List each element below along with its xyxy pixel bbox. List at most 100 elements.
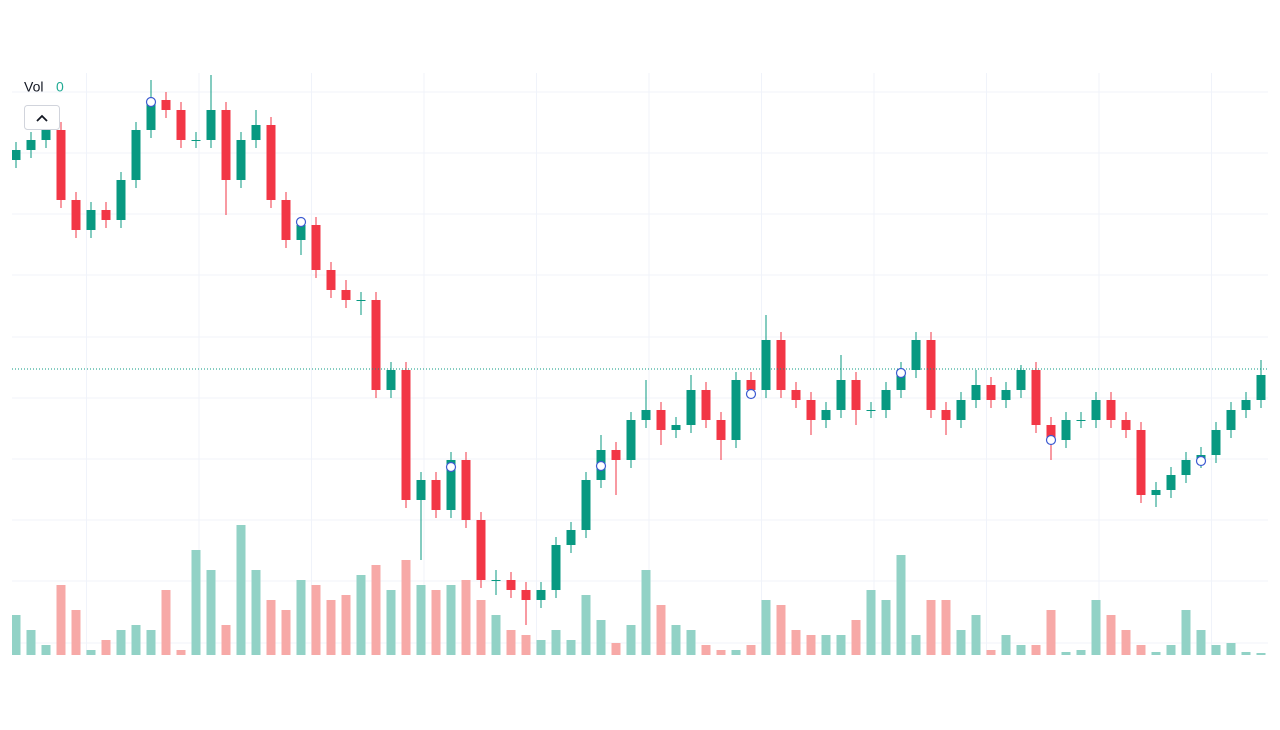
volume-bar xyxy=(101,640,111,655)
candle-body xyxy=(1031,370,1041,425)
volume-bar xyxy=(1256,653,1266,655)
volume-bar xyxy=(131,625,141,655)
marker xyxy=(1195,455,1207,467)
candle-body xyxy=(311,225,321,270)
candle-body xyxy=(731,380,741,440)
volume-bar xyxy=(566,640,576,655)
candle-body xyxy=(1046,425,1056,440)
volume-bar xyxy=(671,625,681,655)
candle-body xyxy=(161,100,171,110)
candle-body xyxy=(476,520,486,580)
candle-body xyxy=(341,290,351,300)
candle-body xyxy=(116,180,126,220)
volume-bar xyxy=(266,600,276,655)
candle-body xyxy=(806,400,816,420)
volume-bar xyxy=(26,630,36,655)
volume-bar xyxy=(836,635,846,655)
volume-bar xyxy=(356,575,366,655)
volume-bar xyxy=(1211,645,1221,655)
volume-bar xyxy=(1076,650,1086,655)
candle-body xyxy=(551,545,561,590)
volume-bar xyxy=(521,635,531,655)
candle-body xyxy=(866,410,876,411)
volume-bar xyxy=(701,645,711,655)
candle-body xyxy=(1256,375,1266,400)
volume-bar xyxy=(221,625,231,655)
volume-bar xyxy=(326,600,336,655)
volume-bar xyxy=(611,643,621,655)
candle-body xyxy=(281,200,291,240)
volume-bar xyxy=(506,630,516,655)
volume-bar xyxy=(581,595,591,655)
volume-bar xyxy=(1166,645,1176,655)
volume-bar xyxy=(1136,645,1146,655)
volume-bar xyxy=(341,595,351,655)
volume-bar xyxy=(41,645,51,655)
candle-body xyxy=(221,110,231,180)
candle-body xyxy=(371,300,381,390)
candle-body xyxy=(716,420,726,440)
volume-bar xyxy=(446,585,456,655)
volume-bar xyxy=(956,630,966,655)
volume-bar xyxy=(281,610,291,655)
volume-bar xyxy=(881,600,891,655)
volume-bar xyxy=(791,630,801,655)
candle-body xyxy=(356,300,366,301)
candle-body xyxy=(896,370,906,390)
legend-label: Vol xyxy=(24,79,43,95)
volume-bar xyxy=(1091,600,1101,655)
candle-body xyxy=(836,380,846,410)
volume-bar xyxy=(761,600,771,655)
volume-bar xyxy=(941,600,951,655)
candle-body xyxy=(416,480,426,500)
candle-body xyxy=(446,460,456,510)
volume-bar xyxy=(626,625,636,655)
marker xyxy=(295,216,307,228)
volume-bar xyxy=(551,630,561,655)
volume-bar xyxy=(491,615,501,655)
candle-body xyxy=(761,340,771,390)
marker xyxy=(895,367,907,379)
candle-body xyxy=(611,450,621,460)
candle-body xyxy=(746,380,756,390)
volume-bar xyxy=(1031,645,1041,655)
candle-body xyxy=(1001,390,1011,400)
volume-bar xyxy=(686,630,696,655)
candle-body xyxy=(131,130,141,180)
candle-body xyxy=(641,410,651,420)
volume-bar xyxy=(971,615,981,655)
candle-body xyxy=(911,340,921,370)
candle-body xyxy=(581,480,591,530)
volume-bar xyxy=(161,590,171,655)
candle-body xyxy=(1016,370,1026,390)
volume-bar xyxy=(86,650,96,655)
candle-body xyxy=(326,270,336,290)
candle-body xyxy=(656,410,666,430)
volume-bar xyxy=(1046,610,1056,655)
volume-pane xyxy=(12,525,1266,655)
candle-body xyxy=(236,140,246,180)
candle-body xyxy=(1136,430,1146,495)
candle-body xyxy=(521,590,531,600)
marker xyxy=(595,460,607,472)
volume-bar xyxy=(926,600,936,655)
candle-body xyxy=(986,385,996,400)
candle-body xyxy=(1211,430,1221,455)
volume-bar xyxy=(1196,630,1206,655)
candle-body xyxy=(461,460,471,520)
grid xyxy=(12,73,1268,655)
volume-bar xyxy=(296,580,306,655)
candle-body xyxy=(1241,400,1251,410)
marker xyxy=(745,388,757,400)
candle-body xyxy=(401,370,411,500)
candle-body xyxy=(1106,400,1116,420)
volume-bar xyxy=(401,560,411,655)
candle-body xyxy=(251,125,261,140)
volume-bar xyxy=(1106,615,1116,655)
collapse-button[interactable] xyxy=(24,105,60,130)
candle-body xyxy=(86,210,96,230)
candle-body xyxy=(1091,400,1101,420)
candle-body xyxy=(821,410,831,420)
volume-bar xyxy=(1001,635,1011,655)
